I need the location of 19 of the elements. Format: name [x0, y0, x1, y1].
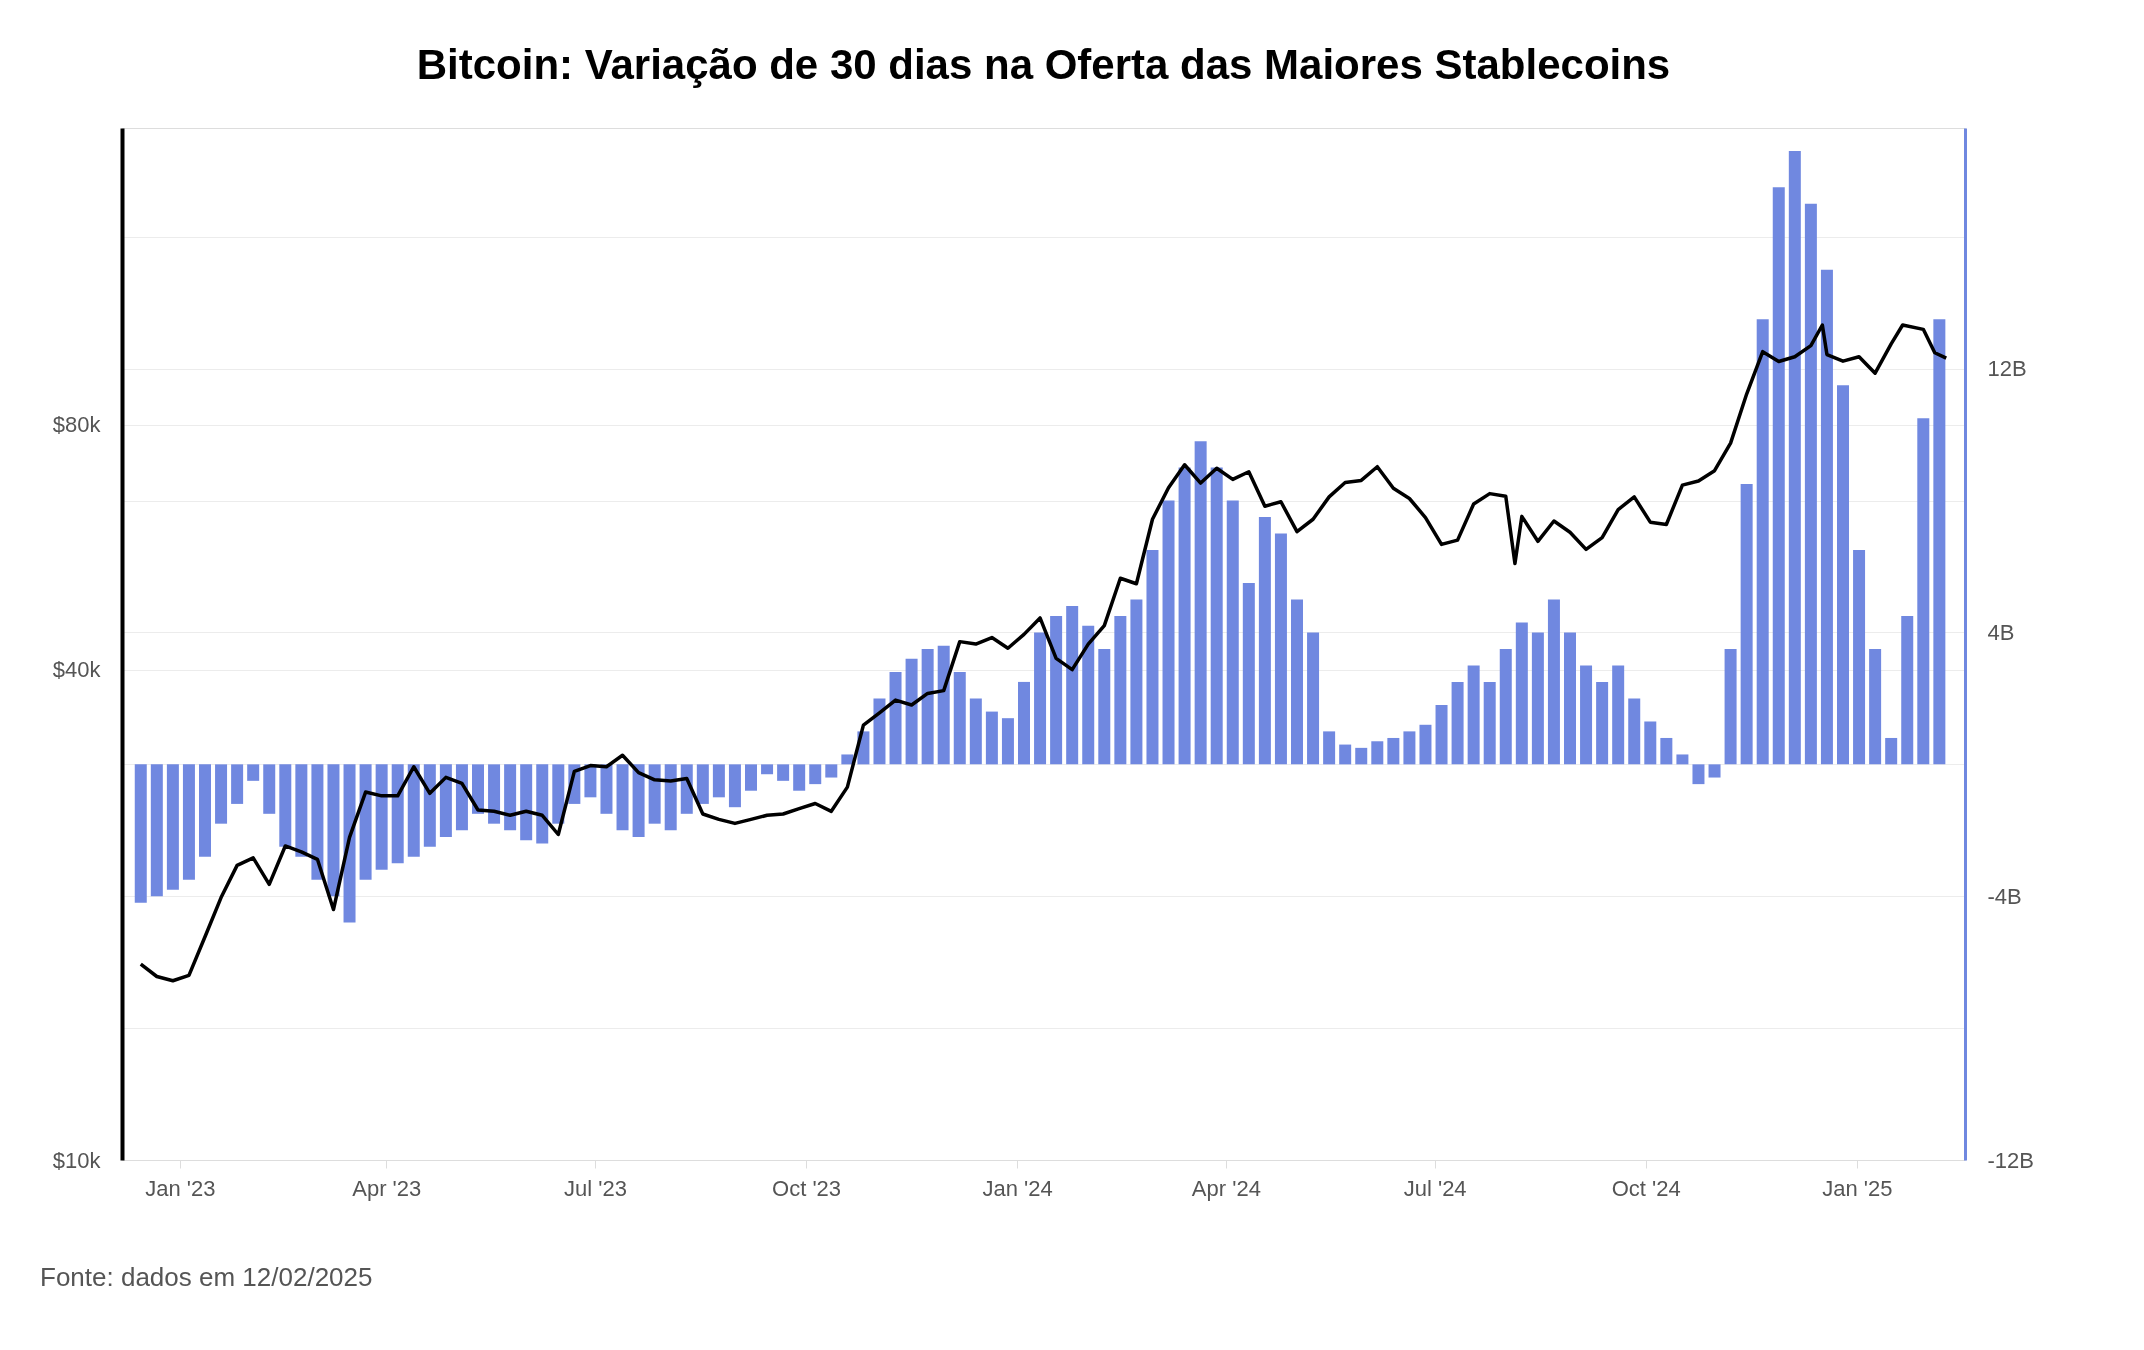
x-tick-label: Jan '24 — [982, 1175, 1053, 1201]
x-tick-label: Apr '23 — [352, 1175, 422, 1201]
y-tick-label: $10k — [52, 1147, 102, 1173]
chart-title: Bitcoin: Variação de 30 dias na Oferta das Maiores Stablecoins — [416, 41, 1671, 88]
y2-tick-label: -4B — [1987, 883, 2022, 909]
x-tick-label: Jan '23 — [145, 1175, 216, 1201]
x-tick-label: Jul '24 — [1403, 1175, 1467, 1201]
y2-tick-label: 4B — [1987, 619, 2015, 645]
source-note: Fonte: dados em 12/02/2025 — [40, 1262, 373, 1292]
y2-tick-label: 12B — [1987, 356, 2027, 382]
y2-tick-label: -12B — [1987, 1147, 2034, 1173]
x-tick-label: Oct '24 — [1611, 1175, 1681, 1201]
y-tick-label: $80k — [52, 412, 102, 438]
y-tick-label: $40k — [52, 657, 102, 683]
x-tick-label: Jan '25 — [1822, 1175, 1893, 1201]
x-tick-label: Jul '23 — [564, 1175, 627, 1201]
x-tick-label: Oct '23 — [772, 1175, 842, 1201]
x-tick-label: Apr '24 — [1191, 1175, 1261, 1201]
line-series — [139, 323, 1948, 983]
